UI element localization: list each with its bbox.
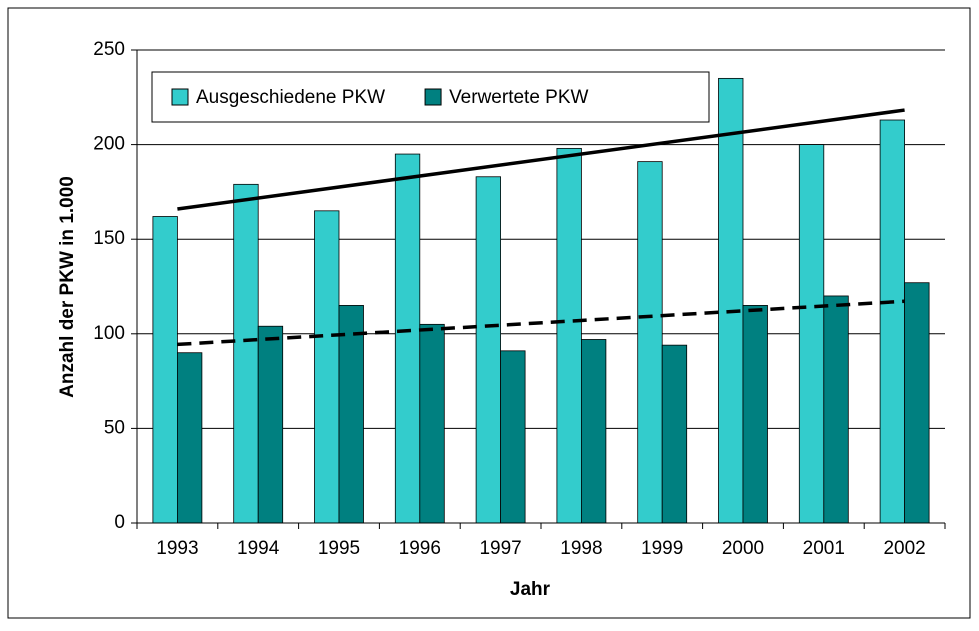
bar xyxy=(419,323,445,524)
bar xyxy=(798,144,825,524)
bar xyxy=(176,352,203,524)
bar xyxy=(475,176,502,524)
x-tick-label: 1996 xyxy=(399,538,441,559)
bar xyxy=(233,183,259,524)
bar xyxy=(581,339,607,524)
x-tick-label: 2002 xyxy=(883,538,925,559)
bar xyxy=(338,305,364,524)
legend-label: Verwertete PKW xyxy=(449,87,588,108)
bar xyxy=(904,282,930,524)
bar xyxy=(661,344,688,524)
x-axis-label: Jahr xyxy=(510,579,551,600)
x-tick-label: 1995 xyxy=(318,538,360,559)
y-tick-label: 250 xyxy=(93,39,125,60)
bar xyxy=(394,153,421,524)
x-tick-label: 1993 xyxy=(156,538,198,559)
x-tick-label: 2000 xyxy=(722,538,764,559)
bar xyxy=(314,210,340,524)
trend-line xyxy=(177,108,905,211)
legend-label: Ausgeschiedene PKW xyxy=(196,87,385,108)
legend-swatch xyxy=(171,88,189,106)
x-tick-label: 1999 xyxy=(641,538,683,559)
y-tick-label: 0 xyxy=(114,512,125,533)
bar xyxy=(500,350,526,524)
legend-swatch xyxy=(424,88,442,106)
y-tick-label: 50 xyxy=(104,417,125,438)
x-tick-label: 1997 xyxy=(479,538,521,559)
x-tick-label: 1998 xyxy=(560,538,602,559)
y-tick-label: 200 xyxy=(93,134,125,155)
bar xyxy=(152,216,178,524)
bar xyxy=(879,119,905,524)
x-tick-label: 1994 xyxy=(237,538,280,559)
bar xyxy=(742,305,768,524)
bar xyxy=(556,147,582,524)
x-tick-label: 2001 xyxy=(803,538,845,559)
trend-line xyxy=(177,299,905,347)
y-axis-label: Anzahl der PKW in 1.000 xyxy=(57,176,78,398)
bar xyxy=(257,325,284,524)
bar xyxy=(637,161,663,524)
y-tick-label: 100 xyxy=(93,323,125,344)
y-tick-label: 150 xyxy=(93,228,125,249)
bar xyxy=(823,295,849,524)
bar xyxy=(718,77,744,524)
